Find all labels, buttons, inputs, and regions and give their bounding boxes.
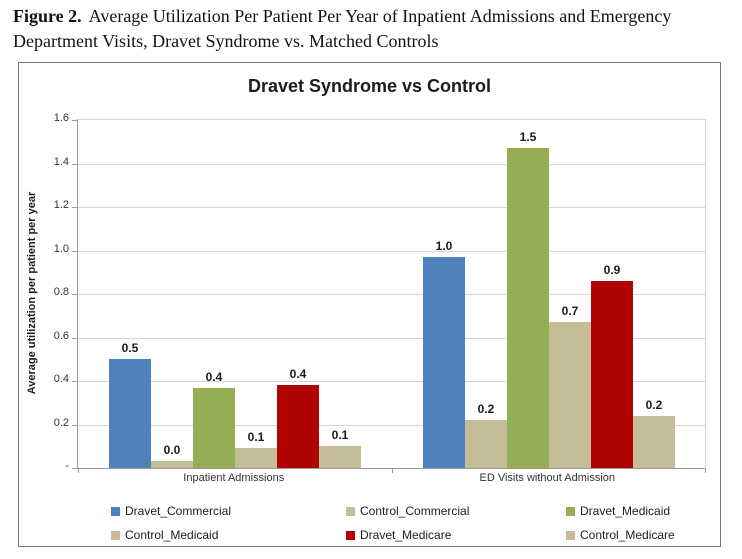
bar-value-label: 0.5	[121, 341, 139, 355]
chart-frame: Dravet Syndrome vs Control Average utili…	[18, 62, 721, 547]
bar-slot: 0.5	[109, 341, 151, 468]
y-tick-label: 1.6	[53, 112, 69, 124]
x-category-label: ED Visits without Admission	[479, 472, 616, 484]
bar-slot: 1.0	[423, 239, 465, 468]
x-axis-tickmark	[78, 469, 79, 473]
legend-label: Dravet_Medicare	[360, 528, 452, 542]
bar-value-label: 0.1	[331, 428, 349, 442]
y-tick-label: 0.8	[53, 286, 69, 298]
bar-value-label: 0.1	[247, 430, 265, 444]
y-axis-tickmark	[72, 381, 77, 382]
bar-slot: 0.0	[151, 443, 193, 468]
legend-swatch	[346, 506, 355, 516]
legend-label: Dravet_Medicaid	[580, 504, 671, 518]
legend-label: Control_Medicaid	[125, 528, 219, 542]
y-axis-tickmark	[72, 250, 77, 252]
bar-slot: 0.4	[277, 367, 319, 468]
legend-swatch	[111, 506, 120, 516]
bar-value-label: 0.4	[205, 370, 223, 384]
legend-label: Control_Medicare	[580, 528, 675, 542]
figure-caption: Figure 2. Average Utilization Per Patient…	[13, 4, 713, 54]
figure-caption-text: Average Utilization Per Patient Per Year…	[13, 6, 672, 51]
bar-control_medicaid	[549, 322, 591, 468]
y-axis-tickmark	[72, 163, 77, 165]
x-category-labels: Inpatient Admissions ED Visits without Ad…	[77, 472, 704, 484]
bar-value-label: 0.0	[163, 443, 181, 457]
bar-value-label: 0.7	[561, 304, 579, 318]
y-axis-tickmark	[72, 468, 77, 469]
bar-slot: 0.4	[193, 370, 235, 468]
y-axis-tickmark	[72, 294, 77, 295]
bar-dravet_medicare	[591, 281, 633, 468]
legend-swatch	[566, 506, 575, 516]
y-axis-tickmark	[72, 337, 77, 339]
figure-caption-label: Figure 2.	[13, 6, 82, 26]
gridline	[78, 207, 705, 208]
legend-label: Control_Commercial	[360, 504, 470, 518]
bar-value-label: 0.9	[603, 263, 621, 277]
bar-control_medicare	[633, 416, 675, 468]
bar-value-label: 1.5	[519, 130, 537, 144]
y-tick-label: 1.0	[53, 242, 69, 255]
bar-control_medicaid	[235, 448, 277, 468]
bar-group: 0.5 0.0 0.4 0.1 0.4 0.1	[109, 341, 361, 468]
legend-item: Dravet_Commercial	[111, 504, 231, 518]
y-axis-tickmark	[72, 207, 77, 208]
y-axis-tickmark	[72, 424, 77, 426]
bar-value-label: 0.2	[645, 398, 663, 412]
y-tick-label: 0.6	[53, 329, 69, 342]
bar-dravet_commercial	[109, 359, 151, 468]
legend-item: Control_Medicare	[566, 528, 675, 542]
legend-item: Control_Medicaid	[111, 528, 218, 542]
bar-control_medicare	[319, 446, 361, 468]
bar-group: 1.0 0.2 1.5 0.7 0.9 0.2	[423, 130, 675, 468]
x-axis-tickmark	[392, 469, 393, 473]
bar-slot: 0.1	[235, 430, 277, 468]
x-axis-tickmark	[705, 469, 706, 473]
y-tick-label: 1.2	[53, 199, 69, 211]
y-tick-label: 0.4	[53, 373, 69, 385]
bar-slot: 0.7	[549, 304, 591, 468]
y-tick-label: -	[65, 460, 69, 472]
bar-dravet_medicaid	[507, 148, 549, 468]
y-tick-label: 1.4	[53, 155, 69, 168]
bar-slot: 0.2	[465, 402, 507, 468]
x-category-label: Inpatient Admissions	[183, 472, 285, 484]
y-tick-label: 0.2	[53, 416, 69, 429]
bar-slot: 0.9	[591, 263, 633, 468]
y-axis-tickmark	[72, 120, 77, 121]
bar-value-label: 1.0	[435, 239, 453, 253]
gridline	[78, 163, 705, 165]
bar-control_commercial	[151, 461, 193, 468]
bar-dravet_medicare	[277, 385, 319, 468]
gridline	[78, 294, 705, 295]
bar-value-label: 0.4	[289, 367, 307, 381]
gridline	[78, 250, 705, 252]
legend-item: Control_Commercial	[346, 504, 469, 518]
bar-slot: 0.2	[633, 398, 675, 468]
gridline	[78, 381, 705, 382]
gridline	[78, 424, 705, 426]
legend-label: Dravet_Commercial	[125, 504, 232, 518]
plot-area: 0.5 0.0 0.4 0.1 0.4 0.1 1.0 0.2 1.5 0.7 0.9 0.2	[72, 119, 706, 473]
legend-item: Dravet_Medicaid	[566, 504, 670, 518]
gridline	[78, 337, 705, 339]
bar-dravet_medicaid	[193, 388, 235, 468]
bar-value-label: 0.2	[477, 402, 495, 416]
legend-swatch	[346, 530, 355, 540]
bar-dravet_commercial	[423, 257, 465, 468]
legend-swatch	[111, 530, 120, 540]
legend-item: Dravet_Medicare	[346, 528, 451, 542]
chart-title: Dravet Syndrome vs Control	[247, 76, 492, 96]
bar-slot: 1.5	[507, 130, 549, 468]
legend-swatch	[566, 530, 575, 540]
bar-slot: 0.1	[319, 428, 361, 468]
bar-control_commercial	[465, 420, 507, 468]
